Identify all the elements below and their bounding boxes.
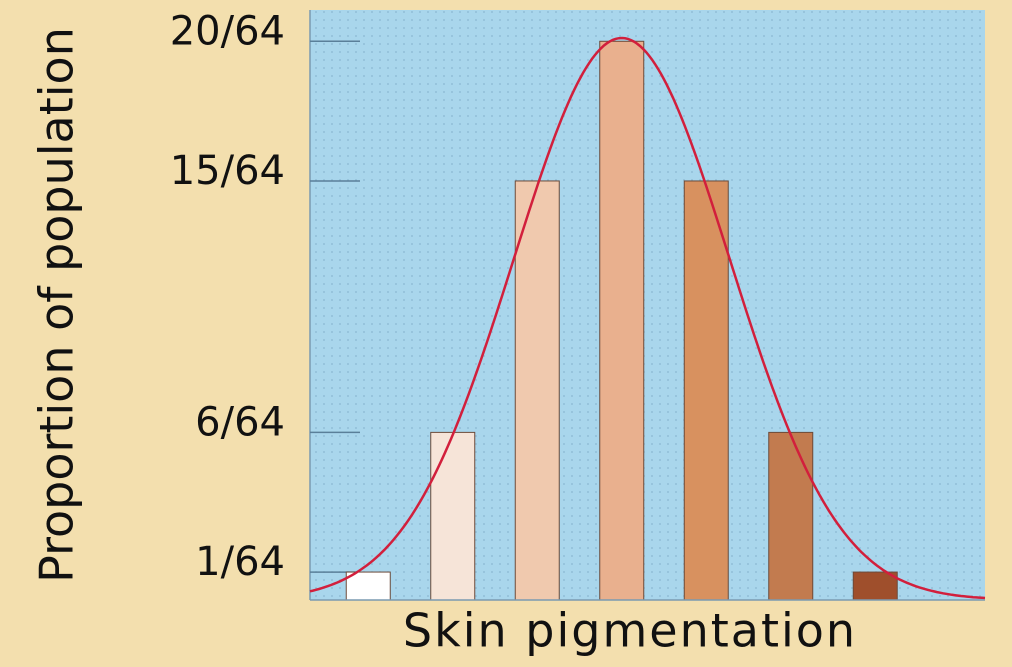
bar <box>345 571 391 601</box>
x-axis-label: Skin pigmentation <box>403 604 857 658</box>
y-tick-label: 15/64 <box>170 148 285 194</box>
normal-curve <box>309 36 986 600</box>
bar <box>683 180 729 601</box>
y-tick-label: 20/64 <box>170 8 285 54</box>
y-axis-label: Proportion of population <box>30 27 84 583</box>
bar <box>514 180 560 601</box>
bar <box>852 571 898 601</box>
y-tick-label: 1/64 <box>195 539 285 585</box>
bar <box>599 40 645 601</box>
bar <box>768 431 814 601</box>
plot-area <box>310 10 985 600</box>
bar <box>430 431 476 601</box>
y-tick-label: 6/64 <box>195 399 285 445</box>
